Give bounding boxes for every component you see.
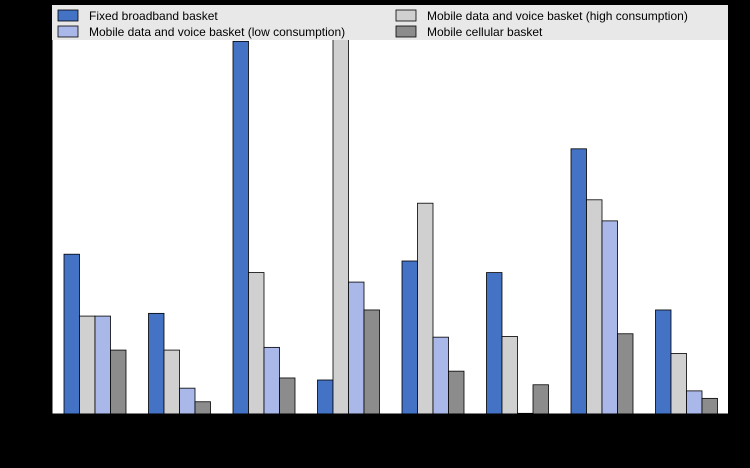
bar-series2-group2 [163,349,180,415]
bar-series2-group6 [501,336,518,415]
bar-series1-group8 [655,309,672,415]
bar-series1-group5 [401,260,418,415]
legend-swatch-series3 [57,25,79,38]
legend-label-series3: Mobile data and voice basket (low consum… [89,25,345,39]
bar-series2-group1 [79,315,96,415]
bar-series4-group7 [617,333,634,415]
bar-series3-group2 [179,387,196,415]
bar-series2-group5 [417,202,434,415]
legend-label-series2: Mobile data and voice basket (high consu… [427,9,688,23]
bar-series4-group2 [194,401,211,415]
bar-series1-group3 [232,40,249,415]
axes-layer [47,40,729,420]
bar-series3-group3 [263,346,280,415]
legend-background [52,5,728,40]
legend: Fixed broadband basket Mobile data and vo… [52,5,728,40]
bar-series3-group5 [432,336,449,415]
bar-series4-group6 [532,384,549,415]
legend-swatch-series4 [395,25,417,38]
legend-swatch-series1 [57,9,79,22]
bar-series4-group1 [110,349,127,415]
bar-series1-group1 [63,253,80,415]
legend-swatch-series2 [395,9,417,22]
bar-series2-group7 [586,199,603,415]
bar-series1-group4 [317,379,334,415]
bar-series1-group6 [486,272,503,415]
bar-series2-group8 [670,353,687,415]
legend-label-series1: Fixed broadband basket [89,9,218,23]
bar-series2-group3 [248,272,265,415]
bar-series4-group5 [448,370,465,415]
bar-series3-group7 [601,220,618,415]
bar-series3-group8 [686,390,703,415]
bar-series2-group4 [332,36,349,415]
bar-series4-group3 [279,377,296,415]
bar-series3-group4 [348,281,365,415]
bar-series1-group7 [570,148,587,415]
bar-series4-group8 [701,397,718,415]
bar-series4-group4 [363,309,380,415]
bar-series3-group1 [94,315,111,415]
bar-series1-group2 [148,312,165,415]
legend-label-series4: Mobile cellular basket [427,25,543,39]
